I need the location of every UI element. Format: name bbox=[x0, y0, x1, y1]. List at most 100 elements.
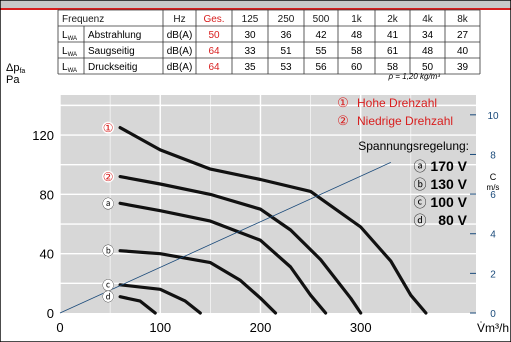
x-tick-label: 300 bbox=[350, 320, 372, 335]
table-cell: 40 bbox=[457, 46, 469, 57]
right-axis-title: C bbox=[490, 172, 497, 182]
legend-text: Hohe Drehzahl bbox=[357, 96, 437, 110]
curve-ⓐ bbox=[118, 201, 328, 315]
voltage-label: 100 V bbox=[430, 194, 467, 210]
legend-mark: ② bbox=[337, 113, 349, 128]
right-tick-label: 2 bbox=[490, 269, 496, 280]
row-name: Druckseitig bbox=[88, 62, 137, 73]
table-cell: 48 bbox=[422, 46, 434, 57]
table-header: Frequenz bbox=[62, 14, 104, 25]
table-cell: 58 bbox=[351, 46, 363, 57]
row-total: 64 bbox=[208, 62, 220, 73]
y-tick-label: 40 bbox=[40, 247, 54, 262]
curve-marker: ⓑ bbox=[102, 244, 114, 258]
table-cell: 48 bbox=[351, 30, 363, 41]
curve-marker-bg bbox=[102, 170, 115, 183]
table-cell: 36 bbox=[280, 30, 292, 41]
curves: ① ② ⓐ ⓑ ⓒ ⓓ bbox=[59, 121, 428, 315]
y-tick-label: 0 bbox=[47, 306, 54, 321]
right-tick-label: 8 bbox=[490, 150, 496, 161]
accent-line bbox=[0, 8, 511, 10]
legend-text: Niedrige Drehzahl bbox=[357, 114, 453, 128]
table-cell: 55 bbox=[315, 46, 327, 57]
chart-labels: ① Hohe Drehzahl ② Niedrige Drehzahl Spannung… bbox=[337, 95, 469, 228]
table-cell: 51 bbox=[280, 46, 292, 57]
table-header: 250 bbox=[278, 14, 295, 25]
row-name: Abstrahlung bbox=[88, 30, 141, 41]
table-cell: 33 bbox=[244, 46, 256, 57]
table-header: 125 bbox=[242, 14, 259, 25]
y-tick-label: 120 bbox=[32, 128, 54, 143]
legend-title: Spannungsregelung: bbox=[358, 139, 469, 153]
table-header: 2k bbox=[387, 14, 399, 25]
velocity-line bbox=[59, 162, 391, 314]
table-cell: 39 bbox=[457, 62, 469, 73]
row-unit: dB(A) bbox=[167, 30, 193, 41]
table-header: 500 bbox=[313, 14, 330, 25]
row-unit: dB(A) bbox=[167, 46, 193, 57]
curve-marker: ⓒ bbox=[102, 278, 114, 292]
density-note: ρ = 1,20 kg/m³ bbox=[388, 72, 441, 81]
curve-ⓓ bbox=[118, 295, 157, 315]
x-tick-label: 100 bbox=[149, 320, 171, 335]
voltage-mark: ⓑ bbox=[413, 177, 426, 192]
table-header: Ges. bbox=[203, 14, 224, 25]
curve-ⓒ bbox=[118, 283, 202, 315]
table-cell: 34 bbox=[422, 30, 434, 41]
curve-marker: ① bbox=[103, 121, 114, 135]
grid-lines bbox=[59, 95, 476, 313]
table-cell: 58 bbox=[387, 62, 399, 73]
legend-mark: ① bbox=[337, 95, 349, 110]
x-axis-label: V̇m³/h bbox=[477, 321, 509, 335]
table-cell: 53 bbox=[280, 62, 292, 73]
row-total: 50 bbox=[208, 30, 220, 41]
table-header: 4k bbox=[422, 14, 434, 25]
voltage-label: 130 V bbox=[430, 176, 467, 192]
table-cell: 41 bbox=[387, 30, 399, 41]
row-label-sub: WA bbox=[68, 68, 77, 74]
table-cell: 35 bbox=[244, 62, 256, 73]
table-cell: 61 bbox=[387, 46, 399, 57]
curve-marker-bg bbox=[102, 121, 115, 134]
table-cell: 30 bbox=[244, 30, 256, 41]
x-tick-label: 0 bbox=[56, 320, 63, 335]
voltage-mark: ⓒ bbox=[413, 195, 426, 210]
right-tick-label: 10 bbox=[487, 111, 499, 122]
voltage-label: 80 V bbox=[438, 212, 467, 228]
x-tick-label: 200 bbox=[250, 320, 272, 335]
curve-marker: ⓐ bbox=[102, 197, 114, 211]
table-cell: 56 bbox=[315, 62, 327, 73]
table-grid bbox=[57, 9, 481, 75]
table-cell: 50 bbox=[422, 62, 434, 73]
curve-① bbox=[118, 126, 428, 315]
voltage-mark: ⓓ bbox=[413, 213, 426, 228]
row-unit: dB(A) bbox=[167, 62, 193, 73]
right-axis-unit: m/s bbox=[487, 183, 500, 192]
table-header: 1k bbox=[351, 14, 363, 25]
top-bar bbox=[0, 0, 511, 8]
curve-② bbox=[118, 175, 363, 315]
voltage-label: 170 V bbox=[430, 158, 467, 174]
y-axis-label-sub: fa bbox=[19, 68, 25, 75]
right-tick-label: 6 bbox=[490, 190, 496, 201]
curve-marker-bg bbox=[102, 197, 115, 210]
curve-marker: ② bbox=[103, 170, 114, 184]
right-tick-label: 4 bbox=[490, 230, 496, 241]
table-cell: 60 bbox=[351, 62, 363, 73]
table-header: 8k bbox=[457, 14, 469, 25]
curve-marker-bg bbox=[102, 278, 115, 291]
row-name: Saugseitig bbox=[88, 46, 135, 57]
voltage-mark: ⓐ bbox=[413, 159, 426, 174]
y-axis-unit: Pa bbox=[6, 74, 20, 86]
table-header: Hz bbox=[173, 14, 185, 25]
row-total: 64 bbox=[208, 46, 220, 57]
curve-marker-bg bbox=[102, 244, 115, 257]
curve-ⓑ bbox=[118, 249, 278, 315]
table-cell: 42 bbox=[315, 30, 327, 41]
row-label-sub: WA bbox=[68, 36, 77, 42]
